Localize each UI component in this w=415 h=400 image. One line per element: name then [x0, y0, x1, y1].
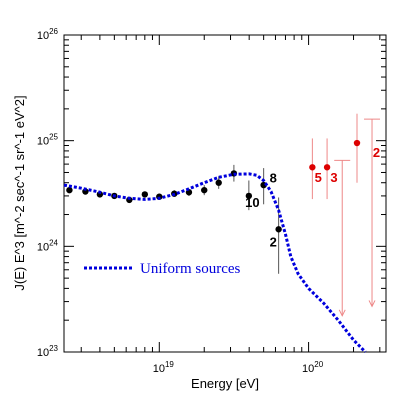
- y-tick-label: 1023: [37, 344, 59, 359]
- data-point: [323, 164, 331, 171]
- x-axis-label: Energy [eV]: [191, 376, 259, 391]
- point-annotation: 10: [245, 195, 259, 210]
- plot-area: [63, 34, 387, 353]
- data-point: [215, 179, 222, 186]
- upper-limit-arrow: [338, 309, 346, 317]
- legend-label: Uniform sources: [140, 261, 241, 277]
- upper-limit-arrow: [368, 300, 376, 308]
- x-tick-label: 1019: [153, 360, 175, 375]
- point-annotation: 5: [315, 170, 322, 185]
- data-point: [141, 191, 149, 198]
- point-annotation: 8: [270, 171, 277, 186]
- plot-marks: 10 8 2 5 3 2: [63, 113, 380, 354]
- y-tick-label: 1024: [37, 238, 59, 253]
- point-annotation: 2: [373, 145, 380, 160]
- y-tick-label: 1026: [37, 27, 59, 42]
- legend: Uniform sources: [84, 261, 241, 277]
- y-tick-label: 1025: [37, 133, 59, 148]
- y-axis-label: J(E) E^3 [m^-2 sec^-1 sr^-1 eV^2]: [12, 95, 27, 290]
- data-point: [245, 192, 253, 200]
- point-annotation: 2: [270, 234, 277, 249]
- data-point: [275, 226, 282, 233]
- model-curve-uniform-sources: [63, 172, 367, 354]
- axis-ticks: [64, 35, 386, 353]
- data-point: [353, 139, 361, 147]
- data-point: [66, 186, 73, 194]
- point-annotation: 3: [330, 170, 337, 185]
- data-point: [309, 164, 316, 171]
- data-point: [201, 186, 208, 194]
- x-tick-label: 1020: [302, 360, 324, 375]
